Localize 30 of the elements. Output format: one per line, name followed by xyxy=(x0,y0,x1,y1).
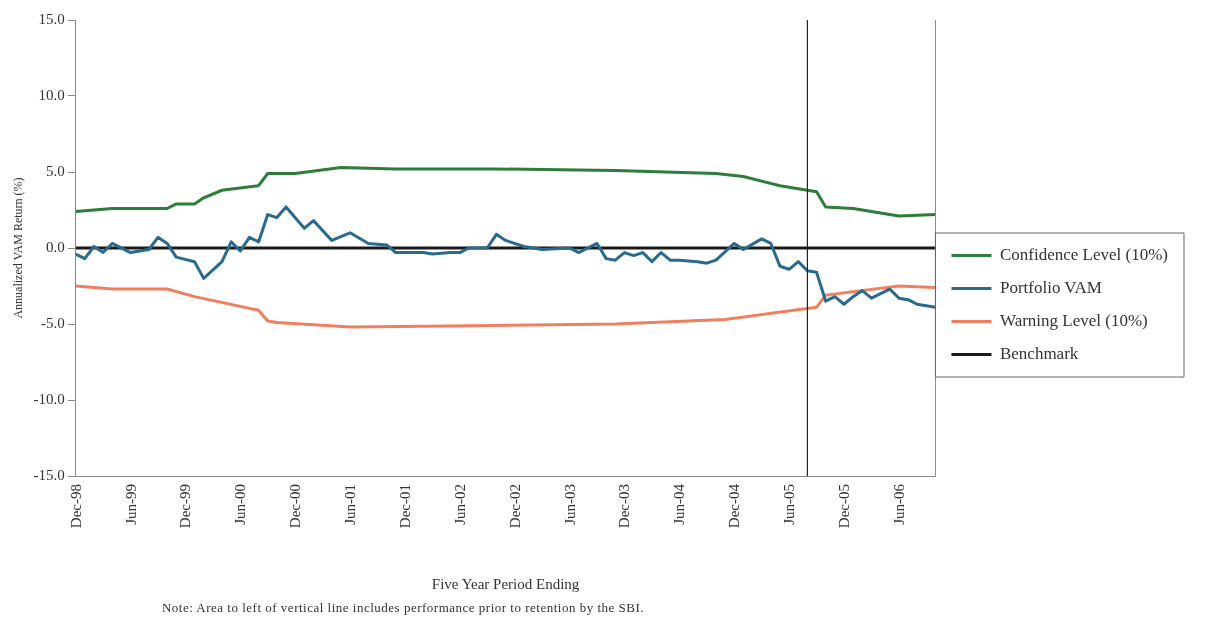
x-tick-label: Jun-02 xyxy=(451,484,468,525)
y-tick-label: -10.0 xyxy=(33,390,65,407)
x-tick-label: Jun-00 xyxy=(232,484,249,525)
legend-label: Portfolio VAM xyxy=(999,277,1102,297)
legend-label: Confidence Level (10%) xyxy=(999,244,1169,264)
x-tick-label: Dec-02 xyxy=(506,484,523,529)
x-tick-label: Dec-03 xyxy=(616,484,633,529)
y-tick-label: -5.0 xyxy=(40,314,65,331)
x-tick-label: Jun-06 xyxy=(890,483,907,525)
y-tick-label: 15.0 xyxy=(38,10,65,27)
text: Note: Area to left of vertical line includes performance prior to retention by the SBI. xyxy=(160,600,646,616)
x-tick-label: Dec-05 xyxy=(835,484,852,529)
y-tick-label: 5.0 xyxy=(45,162,65,179)
x-tick-label: Jun-99 xyxy=(122,484,139,525)
y-tick-label: 10.0 xyxy=(38,86,65,103)
x-tick-label: Dec-00 xyxy=(287,484,304,529)
y-axis-title: Annualized VAM Return (%) xyxy=(11,177,26,319)
x-tick-label: Jun-01 xyxy=(342,484,359,525)
x-tick-label: Jun-03 xyxy=(561,484,578,525)
legend-label: Benchmark xyxy=(999,343,1079,363)
y-tick-label: 0.0 xyxy=(45,238,65,255)
x-axis-title: Five Year Period Ending xyxy=(431,575,580,592)
x-tick-label: Dec-98 xyxy=(67,484,84,529)
y-tick-label: -15.0 xyxy=(33,466,65,483)
x-tick-label: Dec-01 xyxy=(396,484,413,529)
x-tick-label: Dec-04 xyxy=(726,483,743,529)
x-tick-label: Dec-99 xyxy=(177,484,194,529)
x-tick-label: Jun-05 xyxy=(781,484,798,525)
legend-label: Warning Level (10%) xyxy=(999,310,1148,330)
x-tick-label: Jun-04 xyxy=(671,483,688,525)
